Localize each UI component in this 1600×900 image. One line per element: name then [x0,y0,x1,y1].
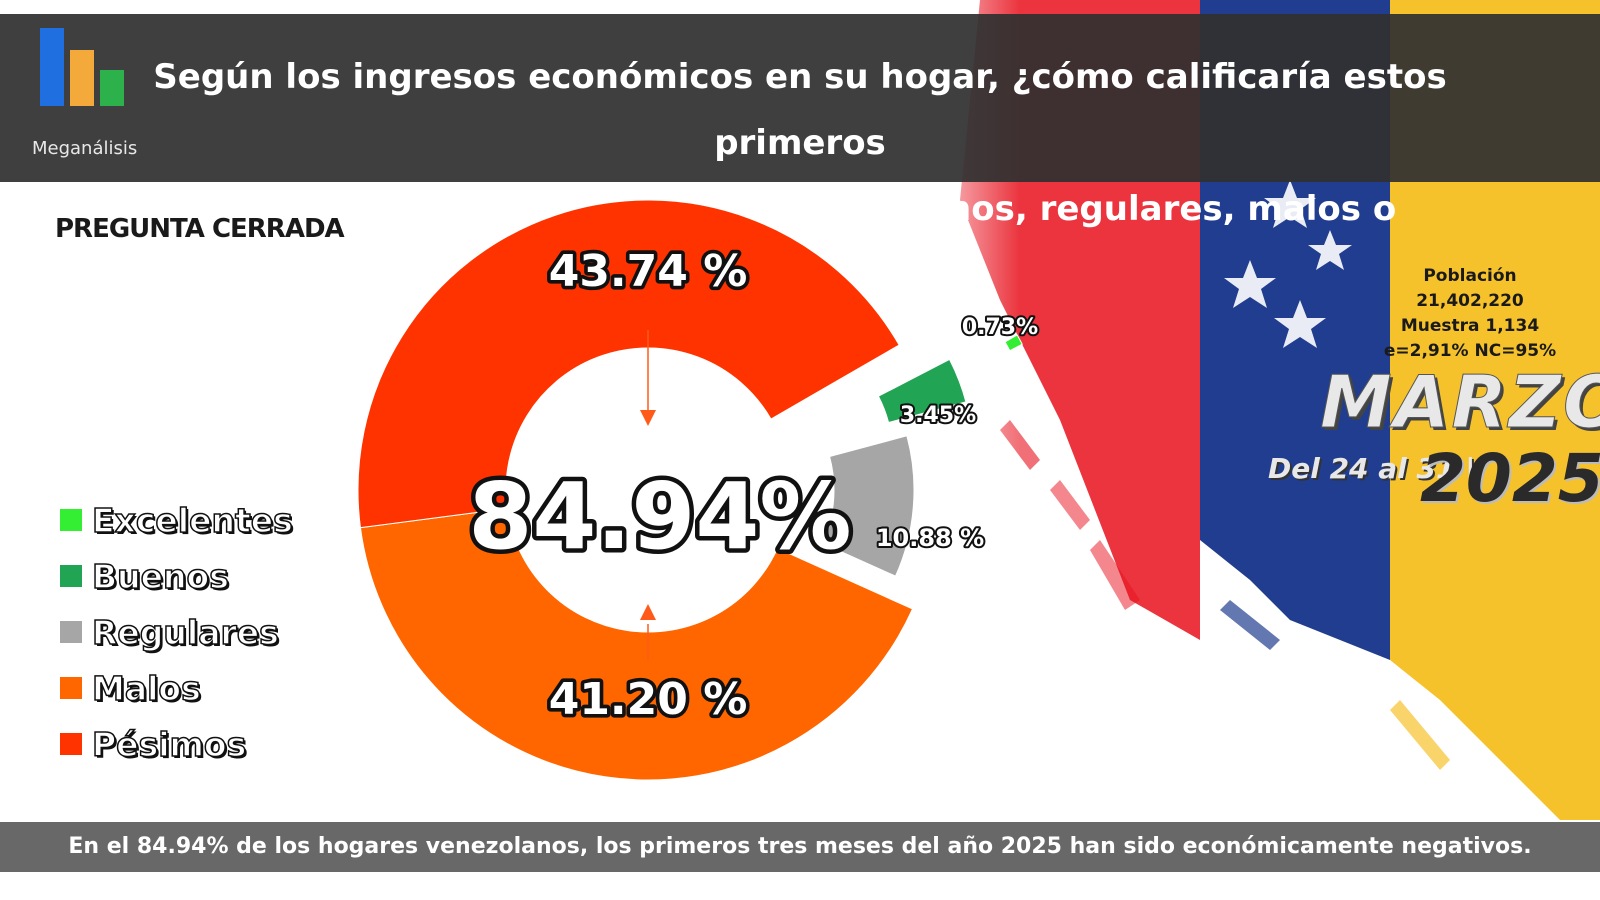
center-total-label: 84.94% [468,463,851,570]
arrow-bottom-head [640,604,656,620]
legend-swatch [60,565,82,587]
legend-item: Excelentes [60,492,294,548]
legend-swatch [60,677,82,699]
logo-bar-green [100,70,124,106]
date-range: Del 24 al 31 | [1268,452,1476,485]
stats-sample: Muestra 1,134 [1400,316,1540,336]
legend-swatch [60,621,82,643]
stats-population-value: 21,402,220 [1416,291,1524,311]
donut-slice-pésimos [357,199,900,529]
logo-bar-blue [40,28,64,106]
legend-item: Regulares [60,604,293,660]
slice-value-label: 43.74 % [549,246,748,297]
month-badge: MARZO [1319,360,1600,445]
year-badge: 2025 [1420,440,1600,517]
center-arrows [640,330,656,660]
logo-bar-orange [70,50,94,106]
donut-slice-malos [359,507,914,781]
stats-population-label: Población [1423,266,1517,286]
slice-value-label: 3.45% [900,403,976,428]
arrow-top-head [640,410,656,426]
legend-item: Pésimos [60,716,293,772]
slice-labels: 0.73% 3.45% 10.88 % 41.20 % 43.74 % [545,242,1040,728]
donut-slice-regulares [821,435,915,577]
logo-name: Meganálisis [32,138,138,159]
slice-value-label: 41.20 % [549,674,748,725]
legend-label: Pésimos [91,724,247,765]
donut-slices [357,199,1023,781]
legend-label: Regulares [91,612,279,653]
flag-yellow-stripe [1390,0,1600,820]
footer-conclusion: En el 84.94% de los hogares venezolanos,… [0,822,1600,872]
title-line-1: Según los ingresos económicos en su hoga… [153,57,1447,163]
legend-swatch [60,733,82,755]
legend-item: Malos [60,660,293,716]
legend-item: Buenos [60,548,293,604]
legend-swatch [60,509,82,531]
donut-slice-excelentes [1004,334,1023,352]
legend-label: Malos [91,668,201,709]
survey-stats: Población 21,402,220 Muestra 1,134 e=2,9… [1380,264,1560,364]
donut-slice-buenos [877,358,967,424]
legend-label: Buenos [91,556,229,597]
slice-value-label: 10.88 % [876,524,984,552]
chart-legend: Excelentes Buenos Regulares Malos Pésimos [60,492,294,772]
question-type: PREGUNTA CERRADA [55,214,345,244]
stats-error: e=2,91% NC=95% [1383,341,1557,361]
meganalisis-logo: Meganálisis [30,28,140,164]
slice-value-label: 0.73% [962,315,1038,340]
flag-stars [1224,180,1352,348]
legend-label: Excelentes [91,500,293,541]
